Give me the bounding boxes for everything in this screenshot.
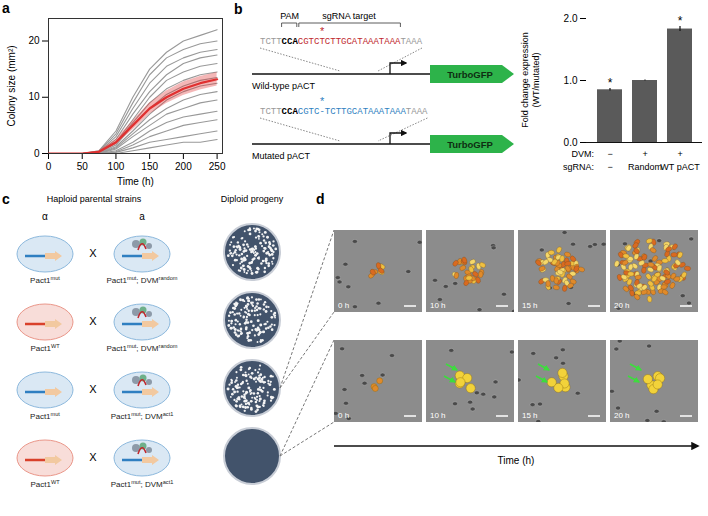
svg-text:10 h: 10 h — [430, 301, 446, 310]
svg-text:Pact1WT: Pact1WT — [30, 479, 60, 489]
svg-text:250: 250 — [209, 161, 226, 172]
svg-text:c: c — [2, 191, 10, 207]
svg-text:α: α — [42, 211, 48, 222]
svg-text:20 h: 20 h — [614, 411, 630, 420]
svg-text:Diploid progeny: Diploid progeny — [221, 194, 284, 204]
svg-text:TCTTCCACGTC-TCTTGCATAAATAAATAA: TCTTCCACGTC-TCTTGCATAAATAAATAAA — [260, 107, 428, 117]
svg-text:X: X — [89, 383, 97, 395]
svg-text:−: − — [607, 162, 612, 172]
svg-text:0 h: 0 h — [338, 301, 349, 310]
svg-text:15 h: 15 h — [522, 411, 538, 420]
svg-text:*: * — [320, 95, 325, 107]
svg-text:TurboGFP: TurboGFP — [447, 139, 493, 150]
svg-text:sgRNA:: sgRNA: — [563, 162, 594, 172]
svg-text:Pact1mut; DVMrandom: Pact1mut; DVMrandom — [107, 275, 178, 285]
svg-text:Wild-type pACT: Wild-type pACT — [252, 81, 316, 91]
svg-text:Haploid parental strains: Haploid parental strains — [47, 194, 142, 204]
svg-text:Time (h): Time (h) — [117, 176, 154, 187]
svg-text:Random: Random — [628, 162, 662, 172]
svg-text:WT pACT: WT pACT — [660, 162, 700, 172]
svg-text:Pact1mut; DVMact1: Pact1mut; DVMact1 — [111, 479, 174, 489]
svg-text:0 h: 0 h — [338, 411, 349, 420]
svg-text:Pact1mut; DVMact1: Pact1mut; DVMact1 — [111, 411, 174, 421]
svg-text:Pact1mut: Pact1mut — [30, 411, 60, 421]
svg-text:0.0: 0.0 — [564, 137, 578, 148]
svg-text:*: * — [320, 25, 325, 37]
svg-text:15 h: 15 h — [522, 301, 538, 310]
svg-text:PAM: PAM — [280, 11, 299, 21]
svg-text:Mutated pACT: Mutated pACT — [252, 151, 311, 161]
svg-text:Pact1WT: Pact1WT — [30, 343, 60, 353]
svg-text:Time (h): Time (h) — [498, 455, 535, 466]
html-text:a: a — [2, 0, 10, 16]
svg-text:X: X — [89, 315, 97, 327]
svg-text:sgRNA target: sgRNA target — [322, 11, 376, 21]
svg-text:Pact1mut: Pact1mut — [30, 275, 60, 285]
svg-text:20 h: 20 h — [614, 301, 630, 310]
svg-text:a: a — [139, 211, 145, 222]
svg-text:d: d — [316, 191, 325, 207]
svg-text:Colony size (mm²): Colony size (mm²) — [6, 45, 17, 126]
svg-text:X: X — [89, 247, 97, 259]
html-text:Fold change expression (WT/mut: Fold change expression (WT/mutated) — [520, 32, 541, 128]
svg-text:10: 10 — [28, 91, 40, 102]
svg-text:100: 100 — [108, 161, 125, 172]
svg-text:−: − — [607, 149, 612, 159]
svg-text:200: 200 — [175, 161, 192, 172]
svg-text:0: 0 — [46, 161, 52, 172]
svg-text:DVM:: DVM: — [572, 149, 595, 159]
svg-text:10 h: 10 h — [430, 411, 446, 420]
svg-text:*: * — [608, 76, 613, 90]
svg-text:X: X — [89, 451, 97, 463]
svg-text:150: 150 — [141, 161, 158, 172]
svg-text:Pact1mut; DVMrandom: Pact1mut; DVMrandom — [107, 343, 178, 353]
svg-text:50: 50 — [77, 161, 89, 172]
svg-text:*: * — [678, 14, 683, 28]
svg-text:TurboGFP: TurboGFP — [447, 69, 493, 80]
svg-text:+: + — [642, 149, 647, 159]
svg-text:TCTTCCACGTCTCTTGCATAAATAAATAAA: TCTTCCACGTCTCTTGCATAAATAAATAAA — [260, 37, 423, 47]
svg-text:1.0: 1.0 — [564, 75, 578, 86]
svg-text:b: b — [234, 1, 243, 17]
svg-text:0: 0 — [34, 148, 40, 159]
svg-text:20: 20 — [28, 35, 40, 46]
svg-text:2.0: 2.0 — [564, 13, 578, 24]
svg-text:+: + — [677, 149, 682, 159]
